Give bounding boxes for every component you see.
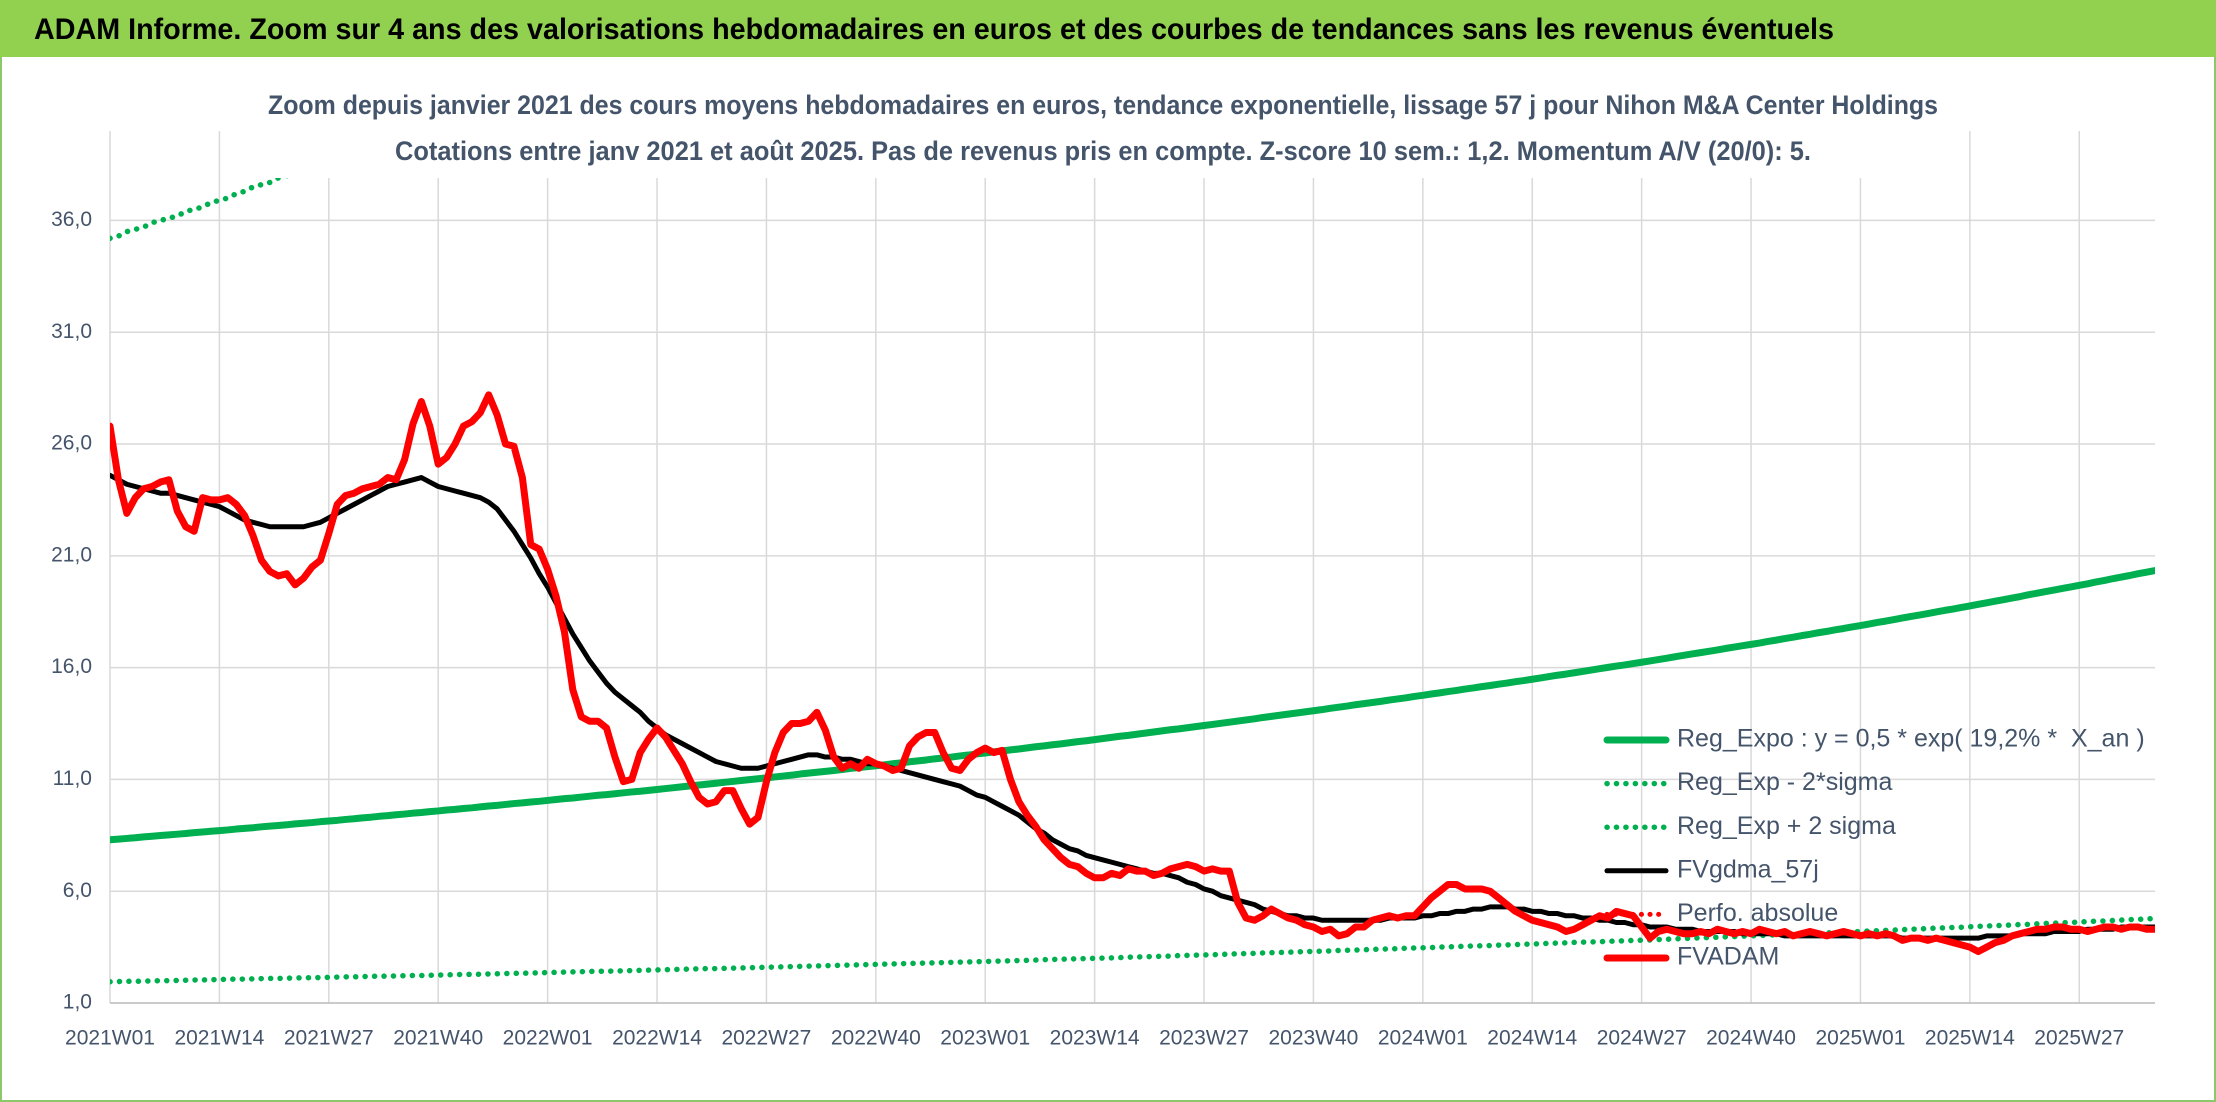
x-tick-label: 2022W40 [831,1027,921,1050]
x-tick-label: 2021W14 [174,1027,264,1050]
x-tick-label: 2021W01 [65,1027,155,1050]
x-tick-label: 2021W40 [393,1027,483,1050]
legend-label: Reg_Expo : y = 0,5 * exp( 19,2% * X_an ) [1677,725,2145,753]
y-tick-label: 31,0 [51,320,92,343]
y-tick-label: 16,0 [51,655,92,678]
x-tick-label: 2023W40 [1268,1027,1358,1050]
legend-label: FVgdma_57j [1677,855,1819,883]
series-line [110,915,2155,985]
chart-subtitle: Zoom depuis janvier 2021 des cours moyen… [268,90,1938,120]
x-tick-label: 2024W01 [1378,1027,1468,1050]
x-tick-label: 2023W01 [940,1027,1030,1050]
x-tick-label: 2024W40 [1706,1027,1796,1050]
x-tick-label: 2022W14 [612,1027,702,1050]
legend-label: Reg_Exp - 2*sigma [1677,768,1892,796]
plot-lines [110,131,2155,985]
x-tick-label: 2025W27 [2034,1027,2124,1050]
x-tick-label: 2022W27 [721,1027,811,1050]
legend-label: Reg_Exp + 2 sigma [1677,812,1896,840]
title-bar [0,0,2216,57]
y-tick-label: 1,0 [63,991,92,1014]
x-tick-label: 2024W14 [1487,1027,1577,1050]
x-tick-label: 2023W27 [1159,1027,1249,1050]
x-tick-label: 2023W14 [1050,1027,1140,1050]
x-tick-label: 2022W01 [503,1027,593,1050]
legend-label: Perfo. absolue [1677,899,1838,927]
subtitle-box [252,84,1952,178]
chart-subtitle: Cotations entre janv 2021 et août 2025. … [395,136,1811,166]
chart-title: ADAM Informe. Zoom sur 4 ans des valoris… [34,13,1834,46]
series-line [110,391,2155,956]
x-tick-label: 2024W27 [1597,1027,1687,1050]
x-tick-label: 2025W14 [1925,1027,2015,1050]
x-tick-label: 2025W01 [1815,1027,1905,1050]
axes: 1,0 6,0 11,0 16,0 21,0 26,0 31,0 36,0 2021W01 202… [51,208,2155,1050]
y-tick-label: 26,0 [51,432,92,455]
legend-label: FVADAM [1677,943,1779,971]
x-tick-label: 2021W27 [284,1027,374,1050]
series-line [110,567,2155,844]
y-tick-label: 6,0 [63,879,92,902]
legend: Reg_Expo : y = 0,5 * exp( 19,2% * X_an )… [1603,725,2145,971]
y-tick-label: 21,0 [51,543,92,566]
grid [109,131,2155,1004]
y-tick-label: 11,0 [53,767,92,790]
y-tick-label: 36,0 [51,208,92,231]
